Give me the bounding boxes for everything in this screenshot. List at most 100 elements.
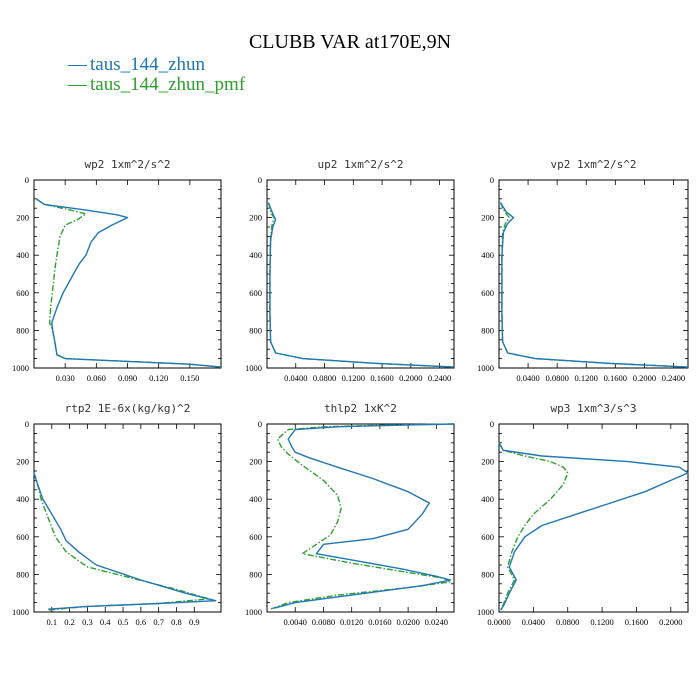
y-tick-label: 800	[16, 325, 29, 335]
y-tick-label: 600	[481, 288, 494, 298]
y-tick-label: 1000	[12, 363, 29, 373]
y-tick-label: 400	[249, 250, 262, 260]
plot-frame	[33, 423, 222, 613]
legend-marker-2: —	[67, 74, 88, 95]
y-tick-label: 1000	[245, 607, 262, 617]
x-tick-label: 0.2000	[659, 617, 682, 627]
y-tick-label: 800	[249, 325, 262, 335]
x-tick-label: 0.0240	[425, 617, 448, 627]
x-tick-label: 0.030	[56, 373, 75, 383]
x-tick-label: 0.2400	[662, 373, 685, 383]
panel-title: up2 1xm^2/s^2	[317, 158, 403, 171]
x-tick-label: 0.0080	[312, 617, 335, 627]
legend-label-2: taus_144_zhun_pmf	[90, 74, 246, 95]
series-line-zhun-pmf	[498, 442, 569, 611]
panel-2: up2 1xm^2/s^2 0 200 400 600 800 1000 0.0400 0.08…	[245, 158, 455, 383]
x-tick-label: 0.0200	[396, 617, 419, 627]
panel-title: vp2 1xm^2/s^2	[550, 158, 636, 171]
y-tick-label: 200	[481, 457, 494, 467]
x-tick-label: 0.2400	[428, 373, 451, 383]
x-tick-label: 0.2000	[399, 373, 422, 383]
x-tick-label: 0.1200	[342, 373, 365, 383]
y-tick-label: 1000	[477, 363, 494, 373]
x-tick-label: 0.2	[64, 617, 75, 627]
x-tick-label: 0.8	[171, 617, 182, 627]
series-line-zhun-pmf	[267, 202, 455, 368]
y-tick-label: 600	[481, 532, 494, 542]
x-tick-label: 0.5	[118, 617, 129, 627]
y-tick-label: 800	[481, 569, 494, 579]
x-tick-label: 0.0000	[487, 617, 510, 627]
series-line-zhun	[499, 202, 689, 368]
x-tick-label: 0.150	[180, 373, 199, 383]
x-tick-label: 0.0800	[545, 373, 568, 383]
y-tick-label: 200	[481, 213, 494, 223]
y-tick-label: 600	[16, 532, 29, 542]
panel-title: rtp2 1E-6x(kg/kg)^2	[65, 402, 191, 415]
y-tick-label: 200	[16, 457, 29, 467]
series-line-zhun	[267, 202, 455, 368]
x-tick-label: 0.4	[100, 617, 111, 627]
panel-4: rtp2 1E-6x(kg/kg)^2 0 200 400 600 800 1000 0.1 0…	[12, 402, 222, 627]
y-tick-label: 200	[249, 457, 262, 467]
panel-title: wp2 1xm^2/s^2	[84, 158, 170, 171]
plot-frame	[498, 179, 689, 369]
y-tick-label: 0	[258, 175, 262, 185]
series-line-zhun-pmf	[499, 202, 689, 368]
x-tick-label: 0.0800	[556, 617, 579, 627]
y-tick-label: 400	[481, 494, 494, 504]
panel-1: wp2 1xm^2/s^2 0 200 400 600 800 1000 0.030 0.060…	[12, 158, 222, 383]
x-tick-label: 0.0400	[516, 373, 539, 383]
x-tick-label: 0.0120	[340, 617, 363, 627]
x-tick-label: 0.1600	[370, 373, 393, 383]
figure-title: CLUBB VAR at170E,9N	[249, 31, 451, 53]
y-tick-label: 400	[249, 494, 262, 504]
y-tick-label: 200	[249, 213, 262, 223]
y-tick-label: 600	[249, 532, 262, 542]
x-tick-label: 0.0040	[284, 617, 307, 627]
y-tick-label: 400	[481, 250, 494, 260]
series-line-zhun-pmf	[33, 472, 210, 611]
x-tick-label: 0.090	[118, 373, 137, 383]
y-tick-label: 800	[249, 569, 262, 579]
y-tick-label: 400	[16, 494, 29, 504]
x-tick-label: 0.0800	[313, 373, 336, 383]
panel-3: vp2 1xm^2/s^2 0 200 400 600 800 1000 0.0400 0.08…	[477, 158, 689, 383]
x-tick-label: 0.060	[87, 373, 106, 383]
x-tick-label: 0.1200	[590, 617, 613, 627]
series-line-zhun-pmf	[270, 423, 455, 610]
x-tick-label: 0.1600	[604, 373, 627, 383]
series-line-zhun	[273, 423, 455, 609]
panel-title: thlp2 1xK^2	[324, 402, 397, 415]
y-tick-label: 800	[16, 569, 29, 579]
plot-frame	[266, 179, 455, 369]
panel-title: wp3 1xm^3/s^3	[550, 402, 636, 415]
plot-frame	[498, 423, 689, 613]
panel-5: thlp2 1xK^2 0 200 400 600 800 1000 0.0040 0.0080…	[245, 402, 455, 627]
series-line-zhun	[33, 472, 217, 610]
y-tick-label: 1000	[12, 607, 29, 617]
legend-label-1: taus_144_zhun	[90, 54, 206, 75]
x-tick-label: 0.7	[153, 617, 164, 627]
y-tick-label: 800	[481, 325, 494, 335]
y-tick-label: 0	[490, 419, 494, 429]
y-tick-label: 600	[16, 288, 29, 298]
y-tick-label: 600	[249, 288, 262, 298]
x-tick-label: 0.6	[136, 617, 147, 627]
panels-group: wp2 1xm^2/s^2 0 200 400 600 800 1000 0.030 0.060…	[12, 158, 689, 627]
x-tick-label: 0.9	[189, 617, 200, 627]
x-tick-label: 0.1	[46, 617, 57, 627]
y-tick-label: 400	[16, 250, 29, 260]
y-tick-label: 1000	[477, 607, 494, 617]
x-tick-label: 0.2000	[633, 373, 656, 383]
y-tick-label: 0	[490, 175, 494, 185]
x-tick-label: 0.1600	[625, 617, 648, 627]
x-tick-label: 0.1200	[575, 373, 598, 383]
series-line-zhun	[35, 198, 222, 368]
legend-marker-1: —	[67, 54, 88, 75]
x-tick-label: 0.0400	[522, 617, 545, 627]
x-tick-label: 0.3	[82, 617, 93, 627]
y-tick-label: 0	[25, 419, 29, 429]
